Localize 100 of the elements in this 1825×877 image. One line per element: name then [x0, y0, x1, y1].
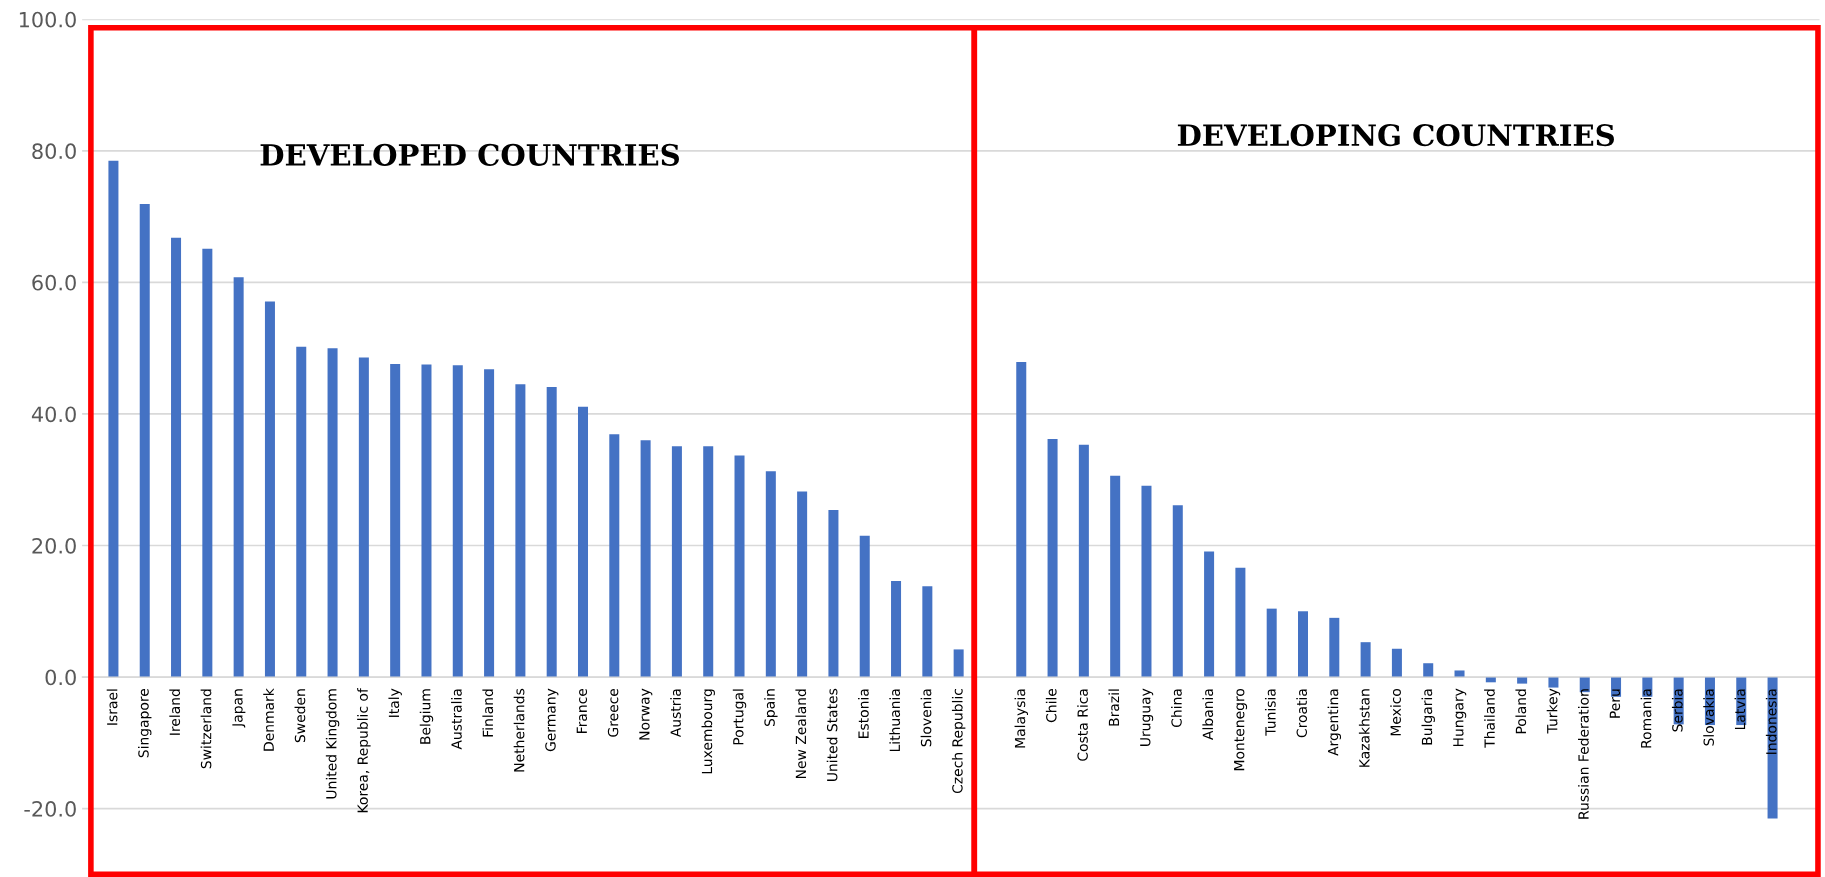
bar — [1391, 648, 1402, 678]
x-tick-label: Slovakia — [1703, 689, 1714, 746]
bar — [765, 471, 776, 678]
annotation: DEVELOPING COUNTRIES — [1177, 124, 1614, 147]
x-tick-label: Slovenia — [920, 689, 932, 747]
x-tick-label: Albania — [1202, 689, 1214, 740]
x-tick-label: Tunisia — [1264, 689, 1276, 736]
y-tick-label: 80.0 — [32, 143, 76, 160]
bar — [1078, 444, 1089, 678]
bar — [1517, 677, 1528, 684]
x-tick-label: Russian Federation — [1578, 689, 1589, 819]
x-tick-label: Korea, Republic of — [357, 687, 371, 813]
bar — [577, 406, 589, 678]
x-tick-label: Norway — [639, 688, 653, 740]
bar — [1016, 361, 1027, 678]
x-tick-label: Montenegro — [1234, 688, 1248, 771]
annotation: DEVELOPED COUNTRIES — [260, 143, 679, 166]
bar — [609, 434, 620, 678]
x-tick-label: China — [1171, 689, 1182, 728]
x-tick-label: Croatia — [1296, 689, 1308, 738]
bar — [734, 455, 745, 678]
bar — [859, 535, 870, 678]
x-tick-label: Czech Republic — [951, 689, 966, 794]
x-tick-label: Ireland — [169, 689, 181, 735]
x-tick-label: Mexico — [1390, 688, 1401, 736]
x-tick-label: Brazil — [1108, 689, 1120, 726]
bar — [1360, 642, 1371, 678]
x-tick-label: Kazakhstan — [1358, 689, 1370, 767]
x-tick-label: Belgium — [419, 689, 434, 744]
x-tick-label: Switzerland — [200, 689, 212, 769]
x-tick-label: Malaysia — [1014, 689, 1028, 748]
bar — [953, 649, 964, 678]
x-tick-label: Turkey — [1546, 688, 1561, 734]
y-tick-label: 60.0 — [32, 274, 76, 291]
x-tick-label: Poland — [1515, 689, 1527, 734]
x-tick-label: Uruguay — [1140, 688, 1154, 746]
x-tick-label: Japan — [232, 689, 246, 728]
x-tick-label: Austria — [670, 689, 681, 738]
x-tick-label: Germany — [545, 688, 559, 752]
bar — [139, 204, 150, 678]
bar — [891, 581, 902, 678]
bar — [546, 386, 557, 678]
x-tick-label: Peru — [1609, 689, 1621, 718]
y-tick-label: -20.0 — [24, 801, 76, 817]
bar — [515, 384, 526, 678]
x-tick-label: France — [576, 688, 588, 733]
x-tick-label: United States — [826, 688, 838, 781]
bar — [1423, 663, 1434, 678]
x-tick-label: Israel — [106, 689, 118, 725]
bar — [421, 364, 432, 678]
y-tick-label: 20.0 — [32, 537, 76, 554]
x-tick-label: Romania — [1640, 689, 1652, 748]
bar — [1172, 505, 1183, 678]
x-tick-label: Netherlands — [513, 688, 525, 772]
x-tick-label: Denmark — [263, 688, 274, 751]
x-tick-label: Bulgaria — [1421, 689, 1435, 745]
bar — [671, 446, 682, 678]
x-tick-label: Argentina — [1327, 689, 1342, 756]
bar — [828, 509, 839, 678]
bar — [452, 365, 463, 678]
bar — [703, 446, 714, 678]
bar — [1454, 670, 1465, 678]
bar — [233, 277, 244, 678]
x-tick-label: Spain — [764, 689, 778, 727]
bar — [1141, 485, 1152, 678]
x-tick-label: Italy — [388, 688, 402, 717]
bar — [1204, 551, 1215, 678]
bar — [640, 440, 651, 678]
bar — [108, 160, 119, 678]
bar — [390, 363, 401, 678]
bar — [264, 301, 275, 678]
x-tick-label: United Kingdom — [325, 689, 340, 799]
bar — [1329, 617, 1340, 678]
bar — [1548, 677, 1559, 688]
y-tick-label: 40.0 — [31, 406, 76, 423]
bar — [296, 346, 307, 678]
bar — [202, 248, 213, 678]
bar — [1110, 475, 1121, 678]
bar — [1297, 611, 1309, 678]
x-tick-label: Finland — [482, 689, 494, 737]
x-tick-label: Lithuania — [889, 689, 901, 752]
x-tick-label: Singapore — [138, 688, 152, 758]
y-tick-label: 0.0 — [45, 669, 76, 686]
x-tick-label: Hungary — [1453, 688, 1467, 747]
bar — [1047, 438, 1058, 678]
bar — [922, 586, 933, 678]
x-tick-label: Latvia — [1734, 689, 1746, 730]
x-tick-label: Indonesia — [1765, 689, 1777, 754]
x-tick-label: Thailand — [1484, 689, 1495, 748]
x-tick-label: Luxembourg — [701, 689, 715, 774]
bar — [358, 357, 369, 678]
x-tick-label: Chile — [1045, 688, 1057, 723]
x-tick-label: Greece — [607, 688, 619, 737]
bar — [327, 348, 338, 678]
x-tick-label: Estonia — [858, 689, 869, 738]
bar — [1235, 567, 1246, 678]
x-tick-label: Australia — [451, 689, 462, 750]
bar — [484, 369, 495, 678]
x-tick-label: Serbia — [1671, 689, 1683, 732]
x-tick-label: New Zealand — [795, 689, 807, 779]
